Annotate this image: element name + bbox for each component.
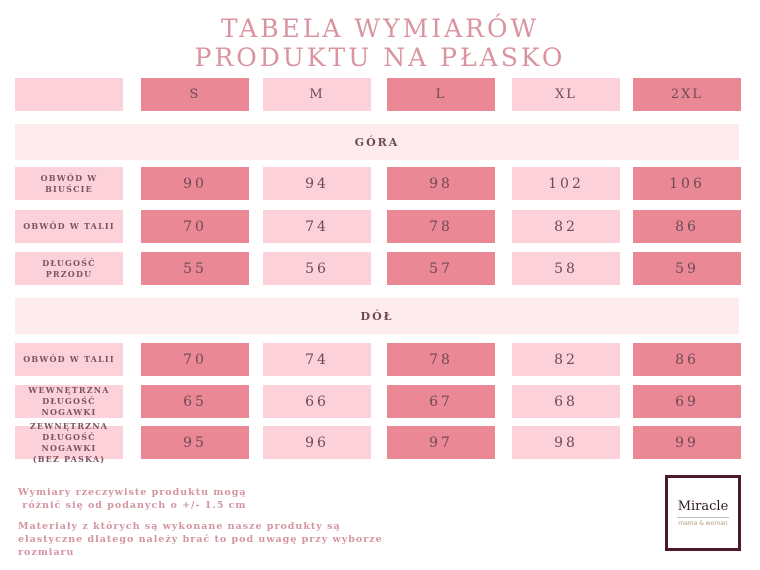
measurement-cell-text: 96 bbox=[305, 434, 329, 451]
measurement-cell: 67 bbox=[387, 385, 495, 418]
measurement-cell: 102 bbox=[512, 167, 620, 200]
measurement-cell-text: 70 bbox=[183, 218, 207, 235]
measurement-cell: 95 bbox=[141, 426, 249, 459]
measurement-cell: 86 bbox=[633, 210, 741, 243]
logo-name: Miracle bbox=[677, 498, 729, 514]
measurement-cell-text: 56 bbox=[305, 260, 329, 277]
measurement-cell-text: 82 bbox=[554, 218, 578, 235]
measurement-cell: 59 bbox=[633, 252, 741, 285]
measurement-cell-text: 94 bbox=[305, 175, 329, 192]
measurement-cell-text: 99 bbox=[675, 434, 699, 451]
size-header-s: S bbox=[141, 78, 249, 111]
row-label-text: OBWÓD W TALII bbox=[23, 354, 115, 364]
measurement-cell-text: 66 bbox=[305, 393, 329, 410]
size-header-2xl: 2XL bbox=[633, 78, 741, 111]
measurement-cell: 90 bbox=[141, 167, 249, 200]
title-line-2: PRODUKTU NA PŁASKO bbox=[194, 43, 566, 72]
size-header-l: L bbox=[387, 78, 495, 111]
measurement-cell: 69 bbox=[633, 385, 741, 418]
measurement-cell: 70 bbox=[141, 210, 249, 243]
size-header-xl-text: XL bbox=[555, 87, 577, 102]
measurement-cell: 56 bbox=[263, 252, 371, 285]
elasticity-note: Materiały z których są wykonane nasze pr… bbox=[18, 521, 383, 558]
logo-divider bbox=[677, 516, 729, 518]
measurement-cell-text: 67 bbox=[429, 393, 453, 410]
section-band-gora: GÓRA bbox=[15, 124, 739, 160]
section-band-dol-text: DÓŁ bbox=[360, 309, 394, 323]
measurement-cell-text: 86 bbox=[675, 218, 699, 235]
measurement-cell: 99 bbox=[633, 426, 741, 459]
size-header-l-text: L bbox=[435, 87, 447, 102]
measurement-cell-text: 70 bbox=[183, 351, 207, 368]
measurement-cell: 74 bbox=[263, 343, 371, 376]
size-header-xl: XL bbox=[512, 78, 620, 111]
row-label-text: WEWNĘTRZNA DŁUGOŚĆ NOGAWKI bbox=[28, 385, 110, 417]
row-label: OBWÓD W TALII bbox=[15, 210, 123, 243]
row-label: ZEWNĘTRZNA DŁUGOŚĆ NOGAWKI (BEZ PASKA) bbox=[15, 421, 123, 464]
measurement-cell: 57 bbox=[387, 252, 495, 285]
measurement-cell: 106 bbox=[633, 167, 741, 200]
measurement-cell: 78 bbox=[387, 210, 495, 243]
measurement-cell: 86 bbox=[633, 343, 741, 376]
row-label: OBWÓD W TALII bbox=[15, 343, 123, 376]
measurement-cell: 55 bbox=[141, 252, 249, 285]
measurement-cell-text: 65 bbox=[183, 393, 207, 410]
measurement-cell-text: 78 bbox=[429, 351, 453, 368]
row-label-text: ZEWNĘTRZNA DŁUGOŚĆ NOGAWKI (BEZ PASKA) bbox=[29, 420, 109, 464]
measurement-cell-text: 57 bbox=[429, 260, 453, 277]
measurement-cell-text: 55 bbox=[183, 260, 207, 277]
measurement-cell-text: 68 bbox=[554, 393, 578, 410]
measurement-cell: 97 bbox=[387, 426, 495, 459]
measurement-cell-text: 78 bbox=[429, 218, 453, 235]
tolerance-note: Wymiary rzeczywiste produktu mogą różnić… bbox=[18, 487, 247, 511]
measurement-cell: 96 bbox=[263, 426, 371, 459]
measurement-cell: 68 bbox=[512, 385, 620, 418]
measurement-cell: 65 bbox=[141, 385, 249, 418]
measurement-cell-text: 59 bbox=[675, 260, 699, 277]
measurement-cell-text: 82 bbox=[554, 351, 578, 368]
measurement-cell-text: 69 bbox=[675, 393, 699, 410]
measurement-cell-text: 102 bbox=[548, 175, 584, 192]
row-label-text: DŁUGOŚĆ PRZODU bbox=[42, 257, 96, 279]
measurement-cell-text: 74 bbox=[305, 351, 329, 368]
measurement-cell: 98 bbox=[387, 167, 495, 200]
measurement-cell: 70 bbox=[141, 343, 249, 376]
brand-logo: Miracle mama & woman bbox=[665, 475, 741, 551]
measurement-cell: 66 bbox=[263, 385, 371, 418]
measurement-cell: 78 bbox=[387, 343, 495, 376]
title-line-1: TABELA WYMIARÓW bbox=[220, 14, 540, 43]
section-band-gora-text: GÓRA bbox=[354, 135, 400, 149]
measurement-cell-text: 74 bbox=[305, 218, 329, 235]
row-label: WEWNĘTRZNA DŁUGOŚĆ NOGAWKI bbox=[15, 385, 123, 418]
measurement-cell-text: 98 bbox=[429, 175, 453, 192]
measurement-cell: 82 bbox=[512, 343, 620, 376]
size-header-m-text: M bbox=[309, 87, 325, 102]
measurement-cell-text: 86 bbox=[675, 351, 699, 368]
measurement-cell: 98 bbox=[512, 426, 620, 459]
size-header-m: M bbox=[263, 78, 371, 111]
measurement-cell: 74 bbox=[263, 210, 371, 243]
size-header-2xl-text: 2XL bbox=[670, 87, 704, 102]
measurement-cell-text: 97 bbox=[429, 434, 453, 451]
measurement-cell: 58 bbox=[512, 252, 620, 285]
size-header-s-text: S bbox=[189, 87, 201, 102]
row-label-text: OBWÓD W BIUŚCIE bbox=[40, 172, 98, 194]
measurement-cell-text: 106 bbox=[669, 175, 705, 192]
header-corner-cell bbox=[15, 78, 123, 111]
measurement-cell-text: 58 bbox=[554, 260, 578, 277]
row-label: OBWÓD W BIUŚCIE bbox=[15, 167, 123, 200]
row-label-text: OBWÓD W TALII bbox=[23, 221, 115, 231]
measurement-cell-text: 98 bbox=[554, 434, 578, 451]
logo-tagline: mama & woman bbox=[678, 519, 728, 527]
measurement-cell: 82 bbox=[512, 210, 620, 243]
measurement-cell-text: 90 bbox=[183, 175, 207, 192]
measurement-cell-text: 95 bbox=[183, 434, 207, 451]
row-label: DŁUGOŚĆ PRZODU bbox=[15, 252, 123, 285]
measurement-cell: 94 bbox=[263, 167, 371, 200]
section-band-dol: DÓŁ bbox=[15, 298, 739, 334]
